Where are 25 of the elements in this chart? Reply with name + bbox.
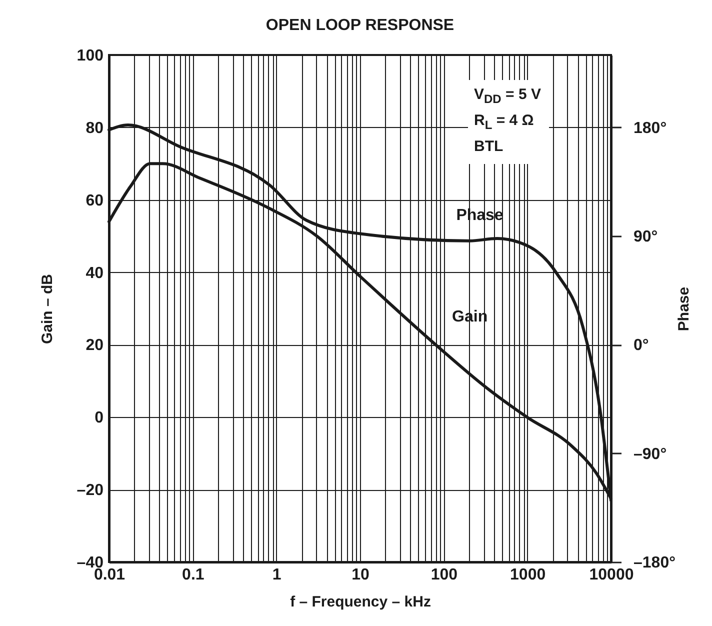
y2-tick-label: 0° bbox=[634, 337, 649, 354]
annotation: V$_{DD}$ = 5 V bbox=[474, 85, 541, 108]
y2-axis-title: Phase bbox=[675, 286, 692, 332]
y2-tick-label: –180° bbox=[634, 554, 676, 572]
x-tick-label: 100 bbox=[430, 566, 458, 584]
y-tick-label: 60 bbox=[86, 192, 104, 210]
x-tick-label: 1 bbox=[272, 566, 282, 584]
x-tick-label: 10 bbox=[352, 566, 370, 584]
y2-tick-label: –90° bbox=[634, 446, 667, 463]
y-tick-label: 20 bbox=[86, 337, 104, 354]
y-tick-label: 0 bbox=[94, 410, 104, 427]
y-tick-label: 40 bbox=[86, 264, 104, 282]
y2-tick-label: 90° bbox=[634, 228, 658, 246]
y-axis-title: Gain – dB bbox=[38, 274, 56, 344]
x-axis-title: f – Frequency – kHz bbox=[290, 594, 431, 610]
annotation: BTL bbox=[474, 137, 504, 157]
x-tick-label: 10000 bbox=[589, 566, 634, 584]
y-tick-label: –20 bbox=[76, 482, 104, 500]
y2-tick-label: 180° bbox=[634, 120, 667, 137]
y-tick-label: 100 bbox=[76, 48, 104, 64]
chart-title: OPEN LOOP RESPONSE bbox=[266, 17, 454, 34]
x-tick-label: 1000 bbox=[510, 566, 546, 584]
x-tick-label: 0.1 bbox=[182, 566, 204, 584]
annotation: R$_{L}$ = 4 Ω bbox=[474, 111, 535, 134]
y-tick-label: 80 bbox=[86, 120, 104, 137]
